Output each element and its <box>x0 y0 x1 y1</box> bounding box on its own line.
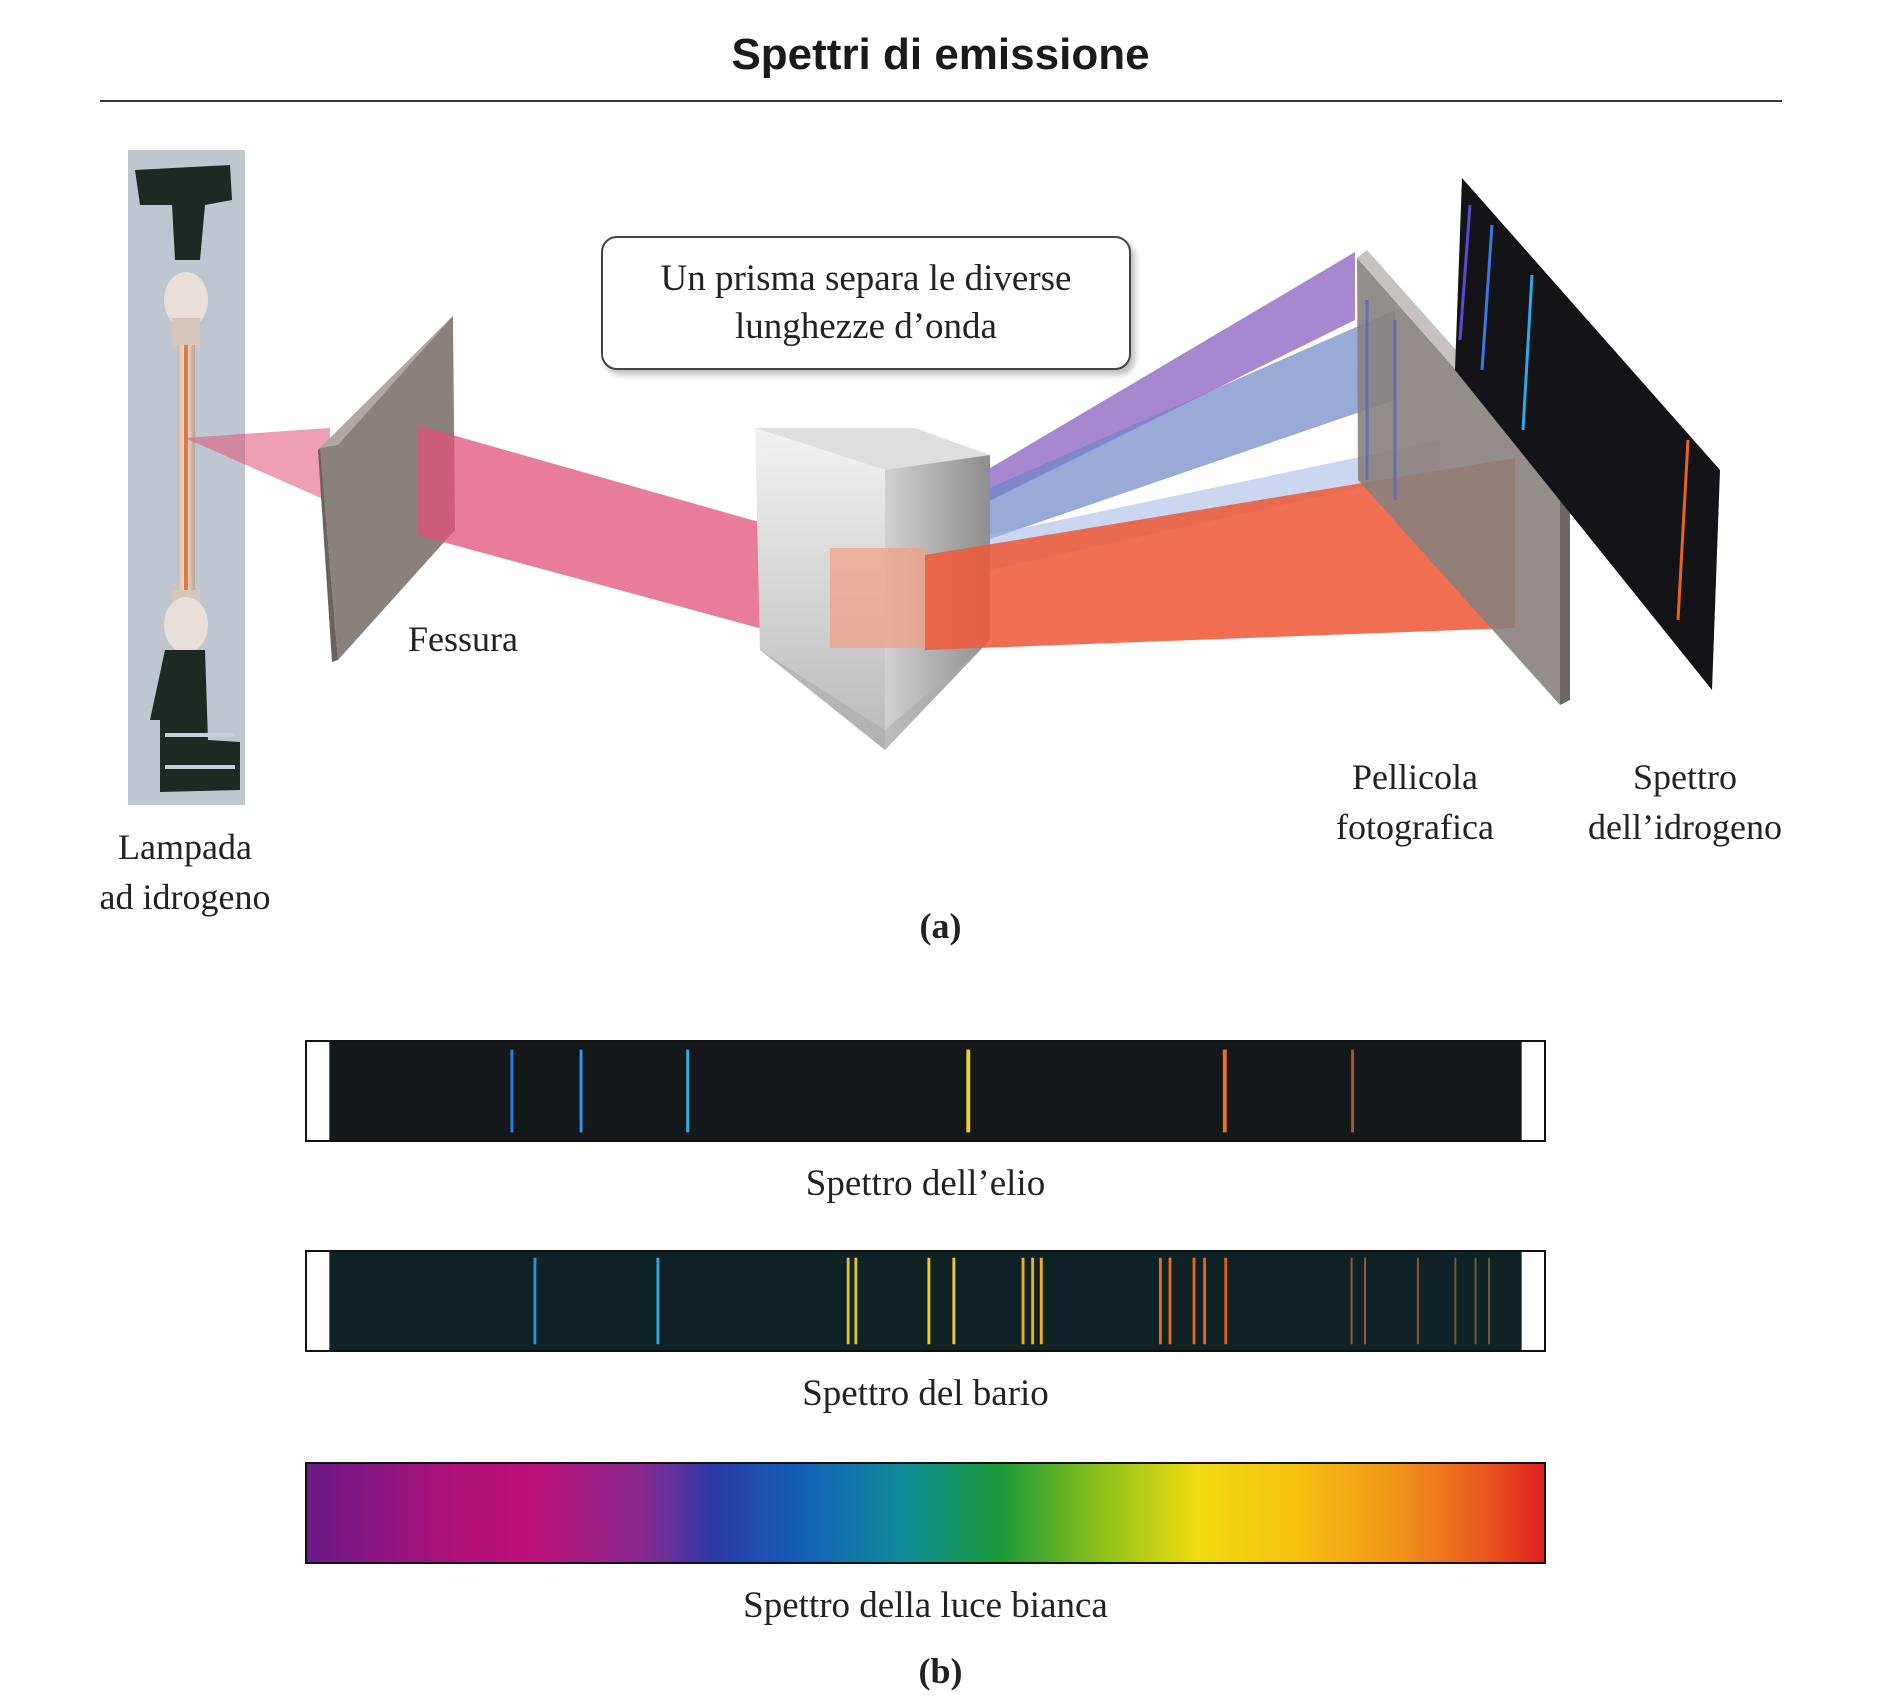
incident-beam <box>185 428 330 502</box>
prism-beam-spot <box>830 548 925 648</box>
prism-callout: Un prisma separa le diverse lunghezze d’… <box>601 236 1131 370</box>
red-beam <box>925 458 1515 650</box>
spectrum-label-line-1: Spettro <box>1633 757 1737 797</box>
callout-line-2: lunghezze d’onda <box>735 306 997 347</box>
film-label-line-1: Pellicola <box>1352 757 1478 797</box>
helium-caption: Spettro dell’elio <box>805 1163 1046 1204</box>
collimated-beam <box>417 425 840 650</box>
caption-b: (b) <box>918 1651 963 1691</box>
helium-spectrum-bar <box>305 1040 1546 1142</box>
slit-plate <box>318 314 455 662</box>
film-label-line-2: fotografica <box>1336 807 1494 847</box>
lamp-label-line-2: ad idrogeno <box>99 877 271 917</box>
page-title: Spettri di emissione <box>731 30 1150 79</box>
hydrogen-spectrum-label: Spettro dell’idrogeno <box>1565 752 1805 852</box>
slit-label: Fessura <box>408 619 518 659</box>
lamp-label: Lampada ad idrogeno <box>70 822 300 922</box>
caption-a: (a) <box>919 906 962 946</box>
white-light-caption: Spettro della luce bianca <box>743 1585 1108 1626</box>
callout-line-1: Un prisma separa le diverse <box>660 258 1072 299</box>
prism <box>755 428 990 750</box>
blue-beam <box>860 310 1395 570</box>
title-rule <box>100 100 1782 102</box>
hydrogen-lamp-photo <box>128 150 245 805</box>
hydrogen-spectrum-screen <box>1455 178 1720 690</box>
film-label: Pellicola fotografica <box>1300 752 1530 852</box>
barium-caption: Spettro del bario <box>802 1373 1049 1414</box>
white-light-spectrum-bar <box>305 1462 1546 1564</box>
spectrum-label-line-2: dell’idrogeno <box>1588 807 1782 847</box>
lamp-label-line-1: Lampada <box>118 827 252 867</box>
barium-spectrum-bar <box>305 1250 1546 1352</box>
